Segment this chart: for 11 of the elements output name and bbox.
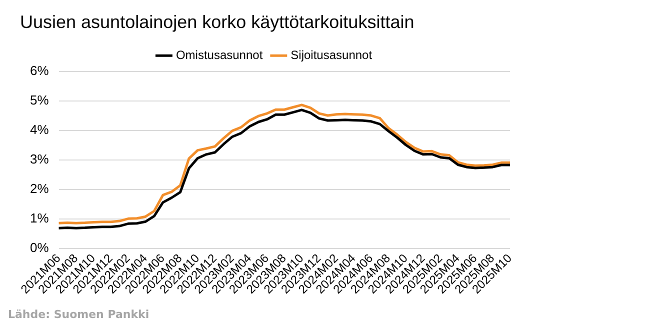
y-tick-label: 6% <box>30 63 50 78</box>
y-tick-label: 0% <box>30 240 50 256</box>
y-tick-label: 1% <box>30 210 50 226</box>
y-tick-label: 4% <box>30 122 50 138</box>
y-tick-label: 5% <box>30 92 50 108</box>
chart-title: Uusien asuntolainojen korko käyttötarkoituksittain <box>20 12 414 32</box>
text: Lähde: Suomen Pankki <box>8 308 150 321</box>
legend-label: Sijoitusasunnot <box>290 48 373 62</box>
legend-label: Omistusasunnot <box>176 48 264 62</box>
y-tick-label: 3% <box>30 152 50 167</box>
y-tick-label: 2% <box>30 181 50 196</box>
